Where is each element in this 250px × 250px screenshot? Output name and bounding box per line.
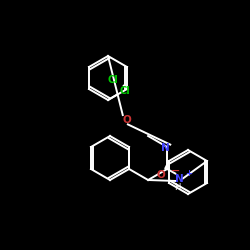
Text: −: − <box>171 166 180 176</box>
Text: H: H <box>174 184 180 192</box>
Text: O: O <box>156 170 165 180</box>
Text: Cl: Cl <box>107 75 118 85</box>
Text: +: + <box>185 168 192 177</box>
Text: Cl: Cl <box>119 86 130 96</box>
Text: N: N <box>161 143 170 153</box>
Text: N: N <box>175 174 184 184</box>
Text: O: O <box>122 115 132 125</box>
